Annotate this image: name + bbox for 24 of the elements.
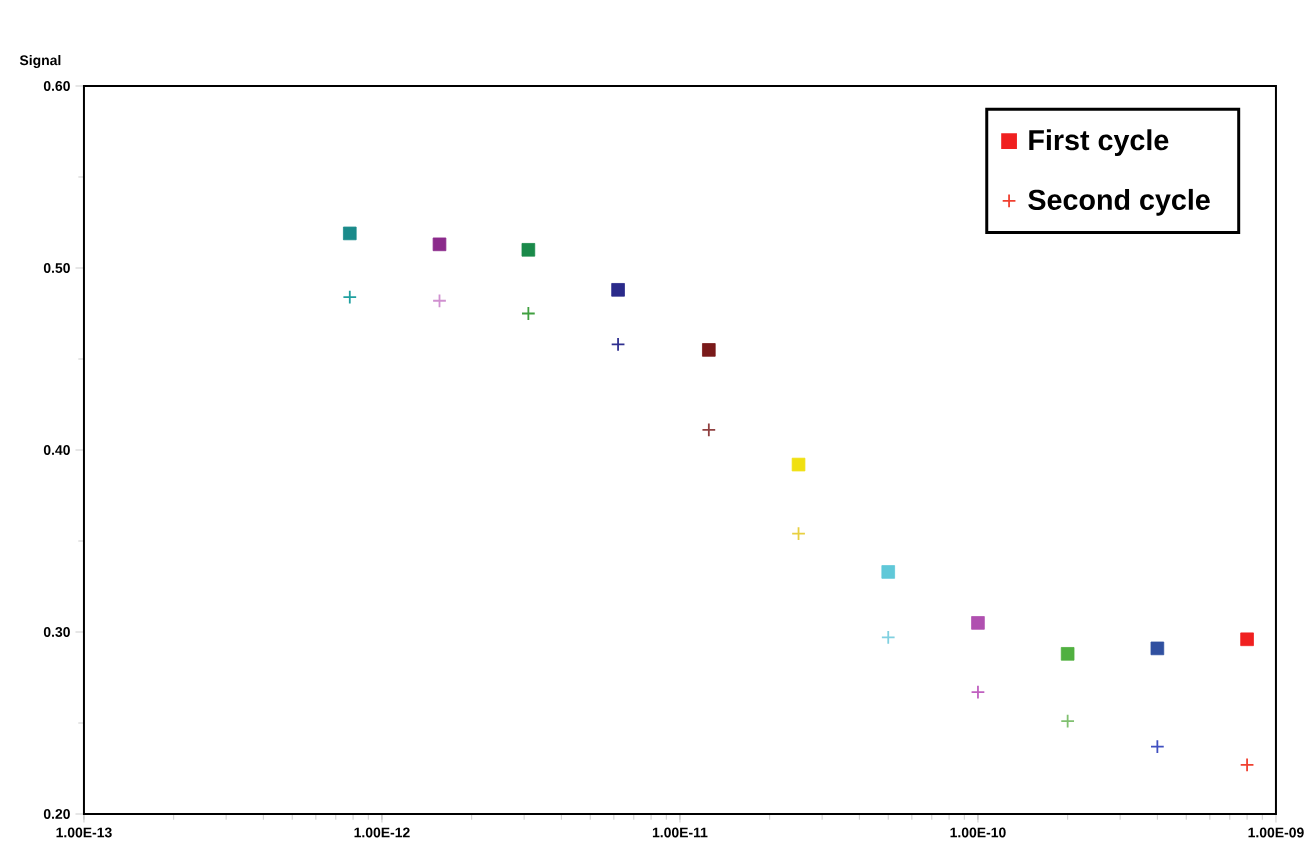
point xyxy=(1150,739,1165,754)
point xyxy=(1150,641,1165,656)
point xyxy=(1060,713,1075,729)
point xyxy=(970,684,986,700)
point xyxy=(971,616,985,630)
point xyxy=(791,457,806,472)
point xyxy=(342,289,358,305)
point xyxy=(1240,632,1254,647)
point xyxy=(791,526,806,541)
point xyxy=(702,343,716,357)
point xyxy=(343,226,357,241)
point xyxy=(701,422,717,438)
point xyxy=(432,293,447,309)
point xyxy=(610,337,626,352)
point xyxy=(611,283,625,297)
point xyxy=(432,237,447,252)
point xyxy=(521,306,536,321)
legend-label: Second cycle xyxy=(1028,188,1210,216)
point xyxy=(521,243,536,257)
point xyxy=(880,630,896,645)
point xyxy=(1239,757,1255,773)
point xyxy=(881,565,896,579)
legend-label: First cycle xyxy=(1029,129,1169,157)
point xyxy=(1060,647,1075,661)
